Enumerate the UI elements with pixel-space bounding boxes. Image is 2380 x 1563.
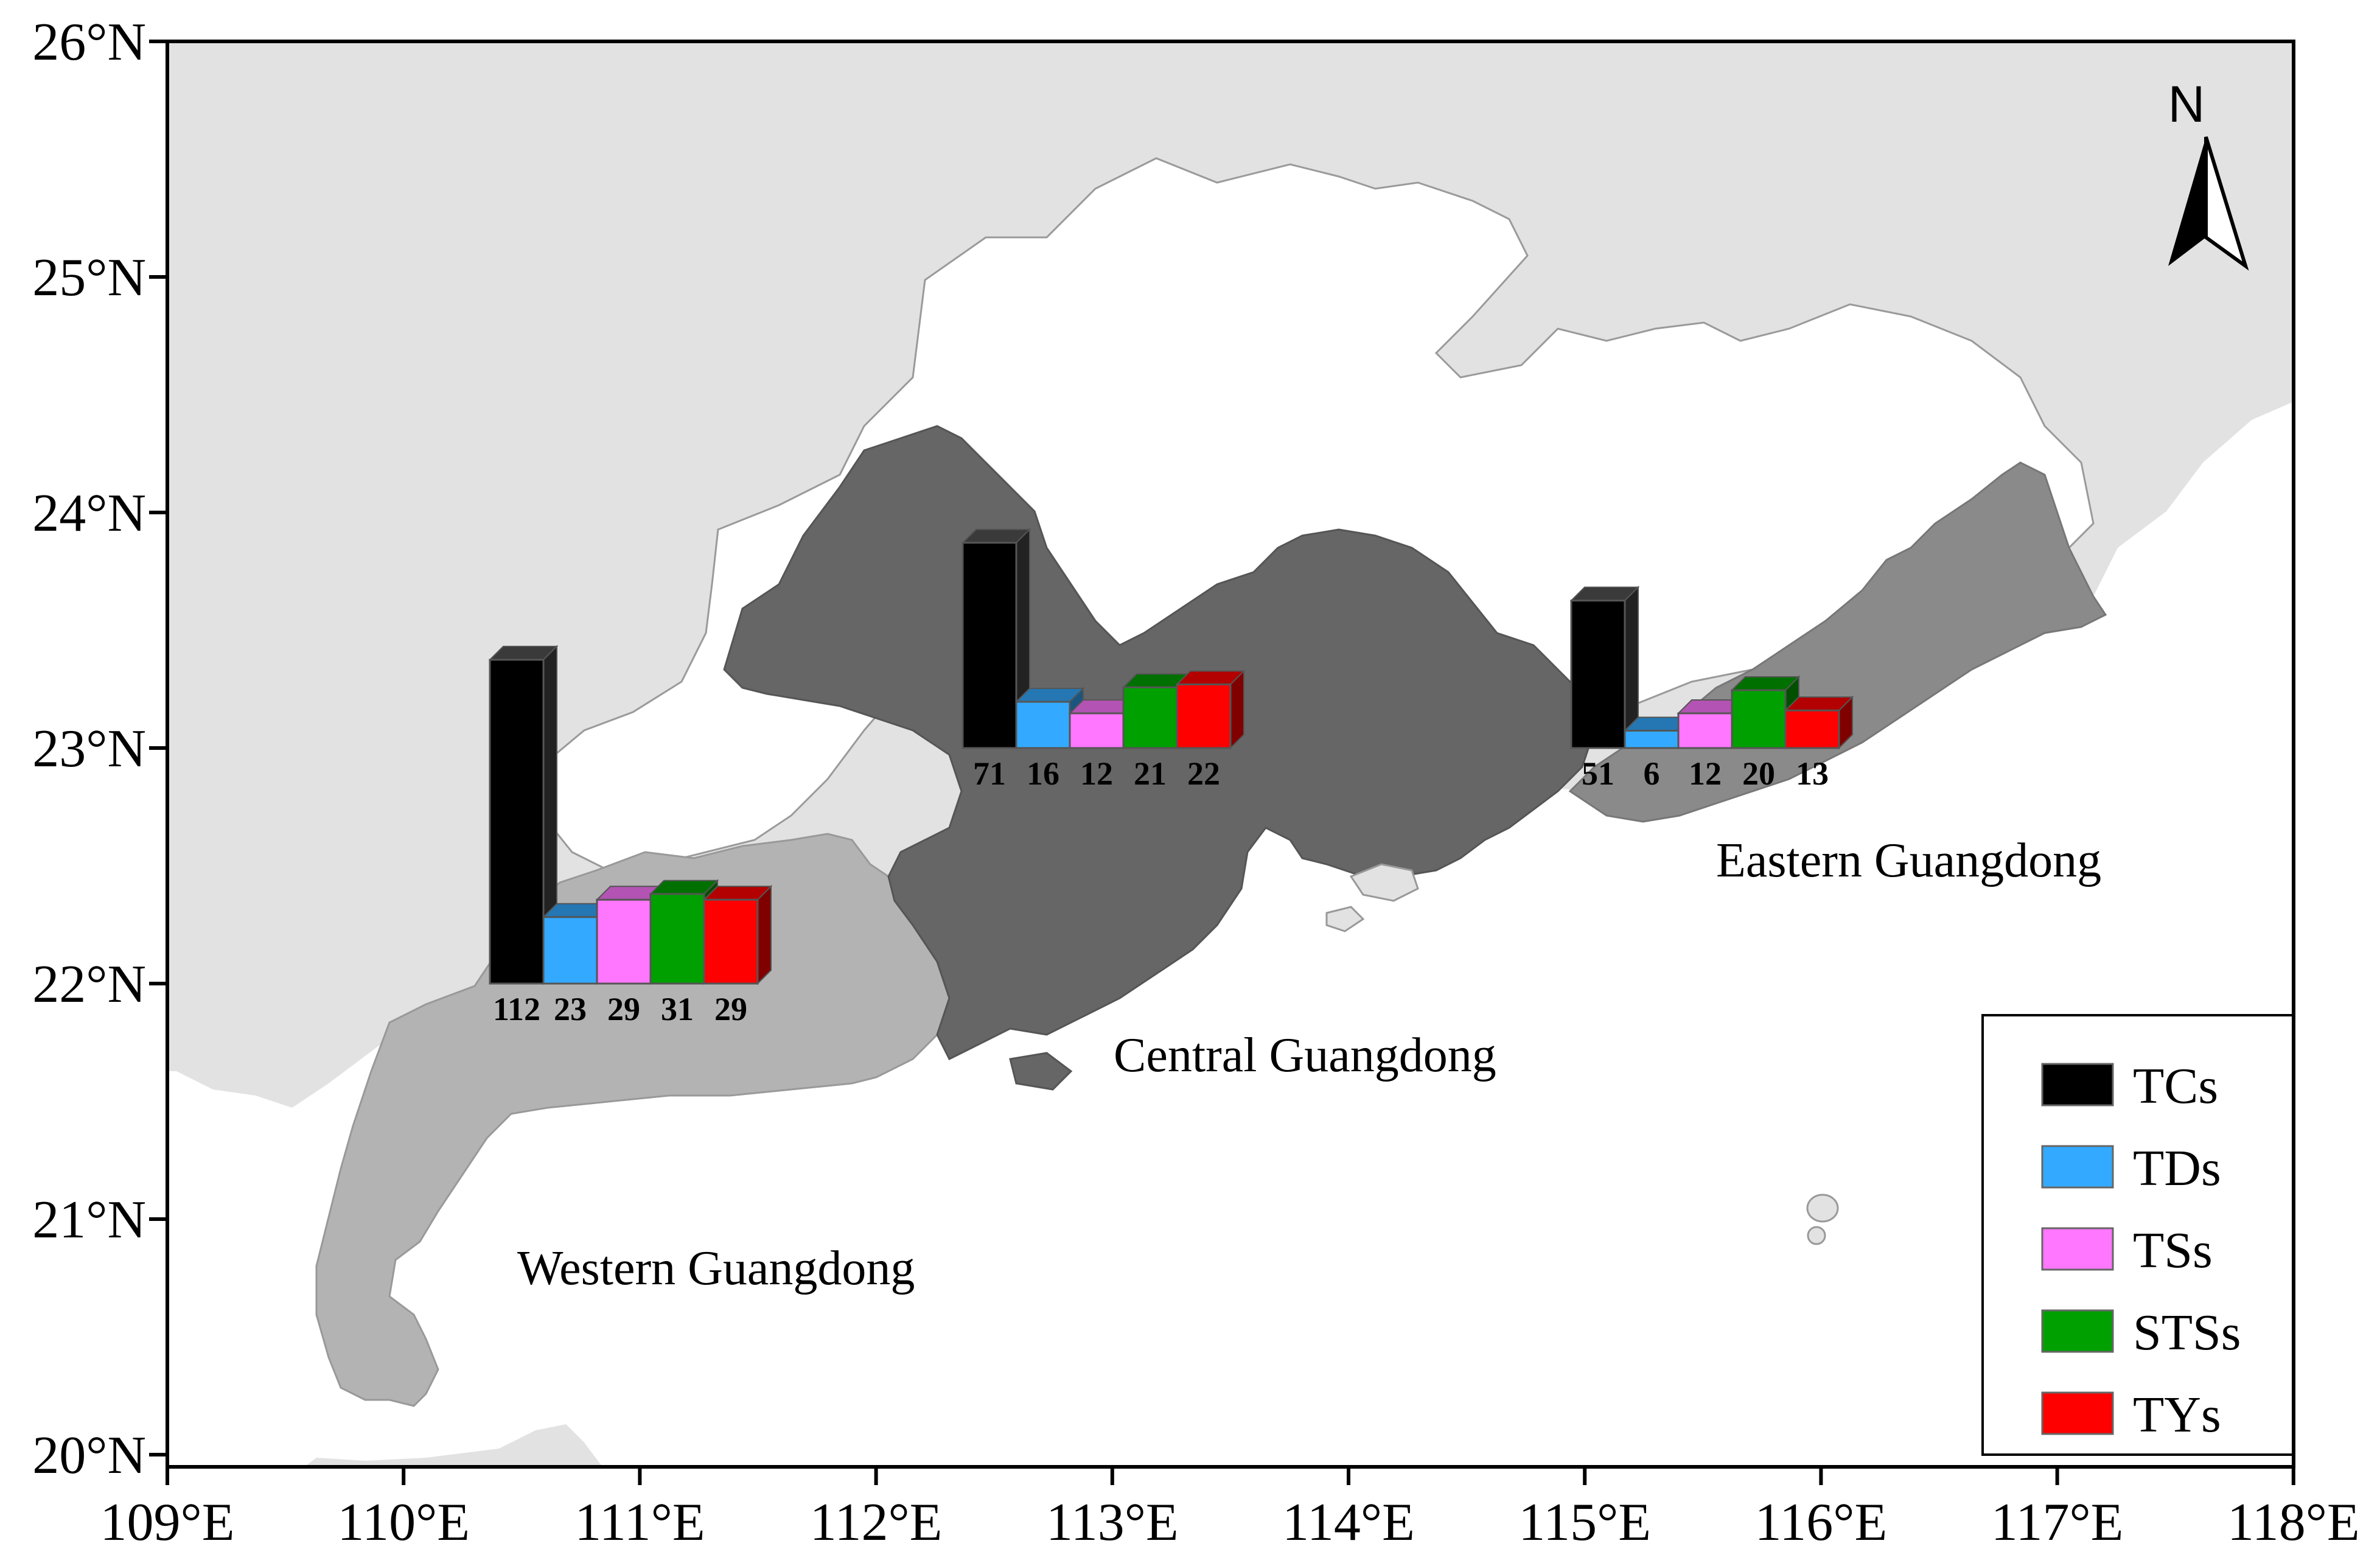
bar-value-label: 71	[973, 755, 1006, 792]
bar-side	[1230, 670, 1244, 750]
x-tick-label: 118°E	[2227, 1493, 2360, 1552]
region-label-western: Western Guangdong	[517, 1242, 915, 1295]
x-tick-label: 115°E	[1518, 1493, 1651, 1552]
bar-tss	[1677, 712, 1733, 749]
x-tick-label: 111°E	[574, 1493, 705, 1552]
bar-tds	[1015, 701, 1071, 749]
bar-tcs	[489, 659, 545, 985]
bar-group: 71 16 12 21 22	[961, 528, 1246, 792]
y-tick-label: 26°N	[32, 13, 146, 72]
bar-tds	[1624, 730, 1680, 749]
region-label-central: Central Guangdong	[1114, 1029, 1496, 1082]
bar-chart-groups: 112 23 29 31 29 71 16 12 21 22 51 6 12 20 13	[488, 528, 1854, 1027]
bar-value-label: 22	[1187, 755, 1220, 792]
x-axis: 109°E 110°E 111°E 112°E 113°E 114°E 115°E 116°E…	[100, 1467, 2360, 1552]
legend-label: TYs	[2133, 1386, 2221, 1443]
bar-value-label: 29	[607, 991, 640, 1027]
bar-tys	[1176, 684, 1232, 749]
bar-stss	[1122, 686, 1178, 749]
bar-tss	[596, 898, 652, 985]
bar-stss	[649, 893, 705, 985]
y-tick-label: 23°N	[32, 719, 146, 778]
legend-swatch	[2041, 1309, 2114, 1353]
y-axis: 26°N 25°N 24°N 23°N 22°N 21°N 20°N	[32, 13, 167, 1485]
bar-value-label: 16	[1027, 755, 1059, 792]
region-label-eastern: Eastern Guangdong	[1716, 834, 2101, 887]
bar-value-label: 12	[1080, 755, 1113, 792]
y-tick-label: 22°N	[32, 955, 146, 1014]
legend-box	[1981, 1014, 2294, 1456]
x-tick-label: 110°E	[337, 1493, 470, 1552]
north-arrow-icon	[2168, 137, 2206, 266]
north-arrow: N	[2168, 75, 2249, 271]
bar-value-label: 13	[1796, 755, 1829, 792]
bar-value-label: 20	[1742, 755, 1775, 792]
y-tick-label: 21°N	[32, 1191, 146, 1250]
bar-value-label: 112	[493, 991, 540, 1027]
bar-value-label: 31	[661, 991, 694, 1027]
legend-swatch	[2041, 1227, 2114, 1271]
legend-label: STSs	[2133, 1304, 2241, 1361]
island	[1349, 863, 1419, 902]
island	[1806, 1194, 1839, 1223]
bar-tcs	[1570, 600, 1626, 749]
bar-group: 112 23 29 31 29	[488, 645, 773, 1027]
island	[1009, 1052, 1073, 1091]
bar-tss	[1069, 712, 1125, 749]
bar-tcs	[961, 542, 1017, 749]
bar-tys	[1784, 709, 1840, 749]
legend-label: TSs	[2133, 1222, 2213, 1279]
x-tick-label: 116°E	[1755, 1493, 1888, 1552]
y-tick-label: 24°N	[32, 484, 146, 543]
north-arrow-icon-outline	[2204, 136, 2249, 271]
legend-label: TCs	[2133, 1058, 2218, 1114]
x-tick-label: 113°E	[1046, 1493, 1179, 1552]
legend-swatch	[2041, 1063, 2114, 1107]
bar-group: 51 6 12 20 13	[1569, 586, 1854, 792]
legend: TCs TDs TSs STSs TYs	[1981, 1014, 2294, 1456]
map-frame	[166, 40, 2295, 1469]
x-tick-label: 112°E	[810, 1493, 943, 1552]
bar-tds	[542, 916, 598, 985]
x-tick-label: 114°E	[1282, 1493, 1415, 1552]
x-tick-label: 117°E	[1991, 1493, 2124, 1552]
bar-value-label: 23	[554, 991, 587, 1027]
island	[1325, 906, 1365, 932]
bar-value-label: 12	[1689, 755, 1722, 792]
legend-swatch	[2041, 1391, 2114, 1435]
bar-stss	[1731, 689, 1787, 749]
bar-value-label: 29	[714, 991, 747, 1027]
north-label: N	[2168, 75, 2205, 133]
region-western-guangdong	[315, 833, 951, 1407]
y-tick-label: 25°N	[32, 248, 146, 307]
land-fragment	[304, 1424, 602, 1467]
y-tick-label: 20°N	[32, 1426, 146, 1485]
bar-side	[757, 884, 772, 985]
island	[1807, 1226, 1826, 1245]
bar-value-label: 21	[1134, 755, 1167, 792]
bar-value-label: 51	[1582, 755, 1614, 792]
bar-value-label: 6	[1644, 755, 1660, 792]
x-tick-label: 109°E	[100, 1493, 235, 1552]
legend-swatch	[2041, 1145, 2114, 1189]
legend-label: TDs	[2133, 1140, 2221, 1197]
bar-tys	[703, 898, 759, 985]
